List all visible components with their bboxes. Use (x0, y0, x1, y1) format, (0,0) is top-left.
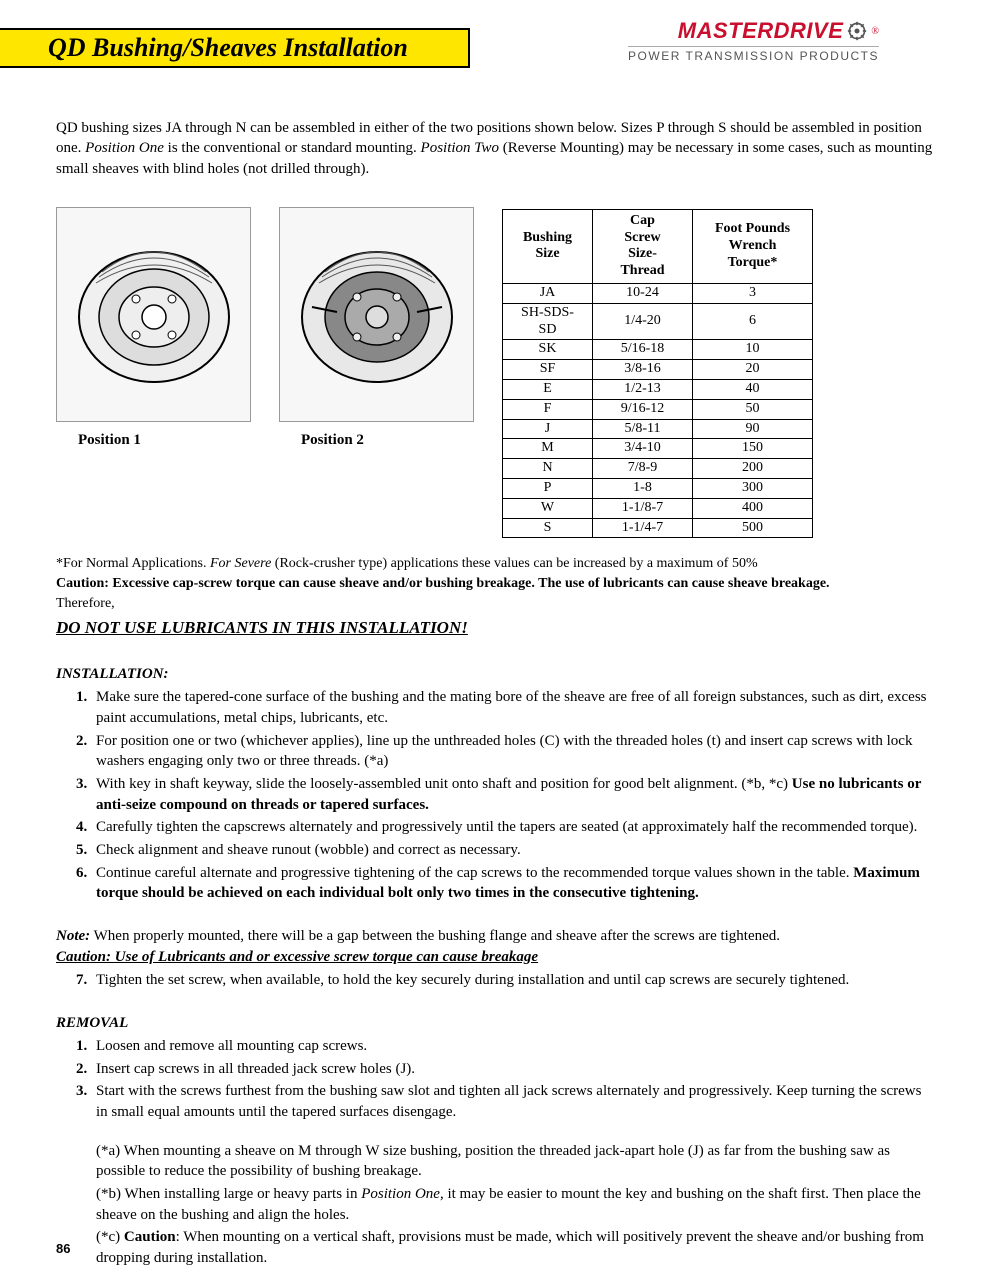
intro-em1: Position One (85, 140, 164, 156)
brand-block: MASTERDRIVE ® POWER TRANSMISSION PRODUCT… (628, 18, 879, 63)
installation-step: 5. Check alignment and sheave runout (wo… (76, 840, 934, 861)
position-2-label: Position 2 (279, 432, 364, 449)
table-row: W1-1/8-7400 (503, 498, 813, 518)
registered-mark: ® (871, 26, 879, 37)
installation-step: 1.Make sure the tapered-cone surface of … (76, 687, 934, 728)
caution-excessive-torque: Caution: Excessive cap-screw torque can … (56, 576, 934, 592)
asterisk-notes: (*a) When mounting a sheave on M through… (96, 1141, 934, 1269)
installation-step: 4. Carefully tighten the capscrews alter… (76, 817, 934, 838)
col-cap-screw: Cap Screw Size-Thread (593, 209, 693, 283)
brand-name: MASTERDRIVE (678, 18, 844, 44)
installation-step: 6. Continue careful alternate and progre… (76, 863, 934, 904)
caution-lubricants: Caution: Use of Lubricants and or excess… (56, 949, 934, 966)
note-a: (*a) When mounting a sheave on M through… (96, 1141, 934, 1182)
intro-text2: is the conventional or standard mounting… (164, 140, 421, 156)
brand-tagline: POWER TRANSMISSION PRODUCTS (628, 46, 879, 63)
therefore-text: Therefore, (56, 596, 934, 612)
note-b: (*b) When installing large or heavy part… (96, 1184, 934, 1225)
gear-icon (847, 21, 867, 41)
installation-step-7: 7. Tighten the set screw, when available… (76, 970, 934, 991)
note-line: Note: When properly mounted, there will … (56, 928, 934, 945)
removal-step: 3.Start with the screws furthest from th… (76, 1081, 934, 1122)
note-c: (*c) Caution: When mounting on a vertica… (96, 1227, 934, 1268)
table-row: SH-SDS-SD1/4-206 (503, 303, 813, 340)
table-row: J5/8-1190 (503, 419, 813, 439)
title-banner: QD Bushing/Sheaves Installation (0, 28, 470, 68)
step-7-list: 7. Tighten the set screw, when available… (76, 970, 934, 991)
installation-step: 2.For position one or two (whichever app… (76, 731, 934, 772)
page-title: QD Bushing/Sheaves Installation (48, 33, 408, 63)
table-row: SK5/16-1810 (503, 340, 813, 360)
table-row: SF3/8-1620 (503, 360, 813, 380)
removal-header: REMOVAL (56, 1015, 934, 1032)
intro-em2: Position Two (421, 140, 500, 156)
figures-and-table-row: Position 1 (56, 207, 934, 539)
main-content: QD bushing sizes JA through N can be ass… (56, 118, 934, 1271)
position-2-diagram (279, 207, 474, 422)
removal-step: 2.Insert cap screws in all threaded jack… (76, 1059, 934, 1080)
position-1-diagram (56, 207, 251, 422)
col-bushing-size: Bushing Size (503, 209, 593, 283)
removal-list: 1.Loosen and remove all mounting cap scr… (76, 1036, 934, 1123)
position-1-label: Position 1 (56, 432, 141, 449)
do-not-use-lubricants: DO NOT USE LUBRICANTS IN THIS INSTALLATI… (56, 618, 934, 638)
table-row: E1/2-1340 (503, 379, 813, 399)
col-torque: Foot Pounds Wrench Torque* (693, 209, 813, 283)
figure-2-column: Position 2 (279, 207, 474, 449)
table-row: P1-8300 (503, 478, 813, 498)
table-row: N7/8-9200 (503, 459, 813, 479)
installation-step: 3.With key in shaft keyway, slide the lo… (76, 774, 934, 815)
figure-1-column: Position 1 (56, 207, 251, 449)
table-row: S1-1/4-7500 (503, 518, 813, 538)
torque-table: Bushing Size Cap Screw Size-Thread Foot … (502, 209, 813, 539)
table-footnote: *For Normal Applications. For Severe (Ro… (56, 556, 934, 572)
intro-paragraph: QD bushing sizes JA through N can be ass… (56, 118, 934, 179)
table-row: F9/16-1250 (503, 399, 813, 419)
table-row: M3/4-10150 (503, 439, 813, 459)
installation-header: INSTALLATION: (56, 666, 934, 683)
installation-list: 1.Make sure the tapered-cone surface of … (76, 687, 934, 904)
page-number: 86 (56, 1241, 70, 1256)
removal-step: 1.Loosen and remove all mounting cap scr… (76, 1036, 934, 1057)
table-row: JA10-243 (503, 283, 813, 303)
